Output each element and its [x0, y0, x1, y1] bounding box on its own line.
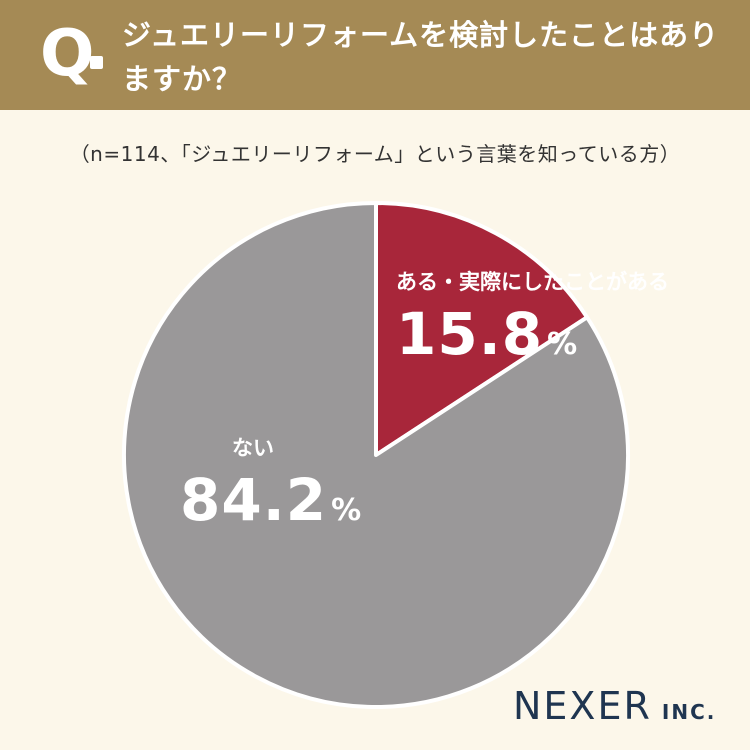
- slice-value-no: 84.2: [180, 466, 328, 534]
- slice-unit-yes: %: [547, 327, 578, 362]
- slice-label-no-text: ない: [232, 436, 274, 460]
- sample-note: （n=114、「ジュエリーリフォーム」という言葉を知っている方）: [69, 142, 681, 166]
- logo-suffix: INC.: [661, 700, 717, 724]
- q-dot: [90, 56, 103, 69]
- pie-slice-0: [374, 201, 590, 457]
- slice-label-no: ない 84.2%: [180, 432, 362, 534]
- slice-unit-no: %: [331, 493, 362, 528]
- slice-value-yes: 15.8: [396, 300, 544, 368]
- logo-main: NEXER: [513, 684, 652, 728]
- question-header: Q ジュエリーリフォームを検討したことはありますか？: [0, 0, 750, 110]
- q-mark: Q: [40, 17, 95, 91]
- nexer-logo: NEXER INC.: [513, 684, 716, 728]
- slice-label-yes-text: ある・実際にしたことがある: [396, 270, 669, 294]
- slice-label-yes: ある・実際にしたことがある 15.8%: [396, 266, 669, 368]
- pie-slice-1: [122, 201, 630, 709]
- question-text: ジュエリーリフォームを検討したことはありますか？: [122, 18, 720, 96]
